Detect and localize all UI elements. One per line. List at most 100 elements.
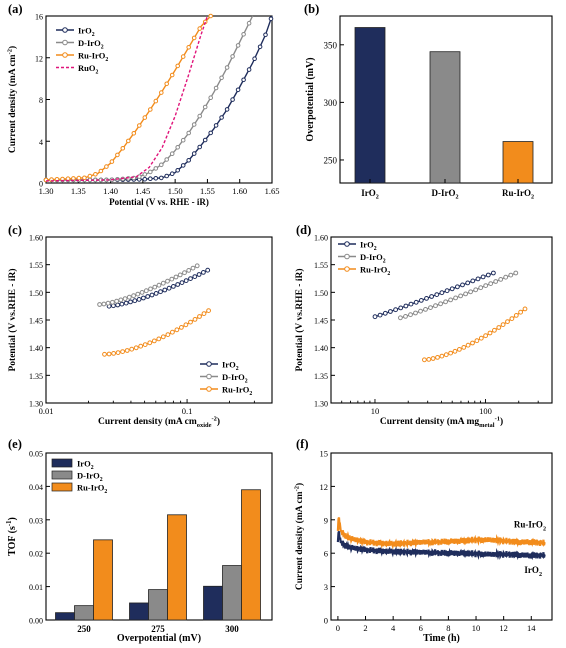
data-point-Ru-IrO2 <box>470 340 475 346</box>
data-point-D-IrO2 <box>483 283 489 289</box>
x-tick-label: 1.40 <box>103 186 118 196</box>
data-point-D-IrO2 <box>131 293 137 299</box>
legend-label-IrO2: IrO2​ <box>222 360 239 373</box>
x-tick-label: 0 <box>336 623 340 633</box>
data-point-D-IrO2 <box>148 286 153 292</box>
legend-marker-Ru-IrO2 <box>62 52 68 58</box>
legend-label-IrO2: IrO2​ <box>78 26 95 39</box>
data-point-IrO2 <box>257 44 263 50</box>
data-point-IrO2 <box>196 272 202 277</box>
data-point-Ru-IrO2 <box>169 72 175 78</box>
y-tick-label: 1.30 <box>314 400 328 409</box>
data-point-IrO2 <box>162 287 168 293</box>
data-point-D-IrO2 <box>110 299 115 305</box>
y-tick-label: 16 <box>35 13 43 22</box>
x-tick-label: 250 <box>77 624 91 634</box>
data-point-D-IrO2 <box>493 279 499 284</box>
data-point-D-IrO2 <box>488 281 494 287</box>
data-point-D-IrO2 <box>173 274 179 280</box>
data-point-Ru-IrO2 <box>175 63 180 69</box>
data-point-Ru-IrO2 <box>443 352 449 358</box>
data-point-IrO2 <box>268 16 274 22</box>
data-point-Ru-IrO2 <box>465 342 471 348</box>
data-point-Ru-IrO2 <box>87 173 93 179</box>
data-point-D-IrO2 <box>202 104 208 110</box>
x-tick-label: 1.50 <box>168 186 183 196</box>
y-axis-label: Current density (mA cm-2) <box>6 46 18 153</box>
series-line-D-IrO2 <box>46 15 254 181</box>
y-tick-label: 1.50 <box>29 289 43 298</box>
data-point-IrO2 <box>192 274 198 280</box>
data-point-D-IrO2 <box>122 296 128 302</box>
legend-marker-IrO2 <box>206 361 212 367</box>
legend-label-D-IrO2: D-IrO2​ <box>360 252 386 265</box>
data-point-IrO2 <box>180 163 186 168</box>
data-point-IrO2 <box>491 270 496 276</box>
data-point-Ru-IrO2 <box>448 350 454 356</box>
x-tick-label: 12 <box>499 623 508 633</box>
data-point-Ru-IrO2 <box>461 345 467 350</box>
data-point-Ru-IrO2 <box>71 176 76 181</box>
data-point-IrO2 <box>434 292 440 298</box>
x-tick-label: 0.1 <box>182 406 193 416</box>
data-point-IrO2 <box>132 298 138 304</box>
data-point-D-IrO2 <box>498 277 504 282</box>
data-point-Ru-IrO2 <box>124 348 130 353</box>
data-point-IrO2 <box>175 282 181 287</box>
data-point-Ru-IrO2 <box>518 309 523 315</box>
panel-label: (f) <box>296 437 309 451</box>
y-axis-label: Potential (V vs.RHE - iR) <box>7 268 18 371</box>
bar-D-IrO2 <box>148 589 168 621</box>
data-point-IrO2 <box>403 303 409 309</box>
data-point-D-IrO2 <box>478 285 484 291</box>
y-tick-label: 0.00 <box>29 617 43 626</box>
x-tick-label: 2 <box>363 623 367 633</box>
bar-Ru-IrO2 <box>93 539 113 621</box>
y-tick-label: 15 <box>320 449 329 459</box>
x-axis-label: Overpotential (mV) <box>117 633 201 644</box>
data-point-Ru-IrO2 <box>500 322 506 328</box>
panel-a: (a) 0 4 8 12 16 1.30 1.35 1.40 1.45 1.50 1.55 1.60 1.… <box>6 2 279 207</box>
x-tick-label: 4 <box>391 623 396 633</box>
data-point-Ru-IrO2 <box>505 319 510 325</box>
y-tick-label: 0 <box>324 616 328 626</box>
panel-label: (e) <box>8 437 22 451</box>
data-point-D-IrO2 <box>403 314 408 319</box>
data-point-Ru-IrO2 <box>478 335 484 341</box>
x-tick-label: D-IrO2​ <box>431 188 458 201</box>
data-point-Ru-IrO2 <box>426 357 432 362</box>
data-point-IrO2 <box>197 144 202 150</box>
x-axis-label: Current density (mA mgmetal-1) <box>380 415 503 428</box>
data-point-D-IrO2 <box>164 157 169 162</box>
data-point-Ru-IrO2 <box>170 329 175 335</box>
data-point-IrO2 <box>241 77 246 83</box>
data-point-D-IrO2 <box>159 162 164 168</box>
bar-D-IrO2 <box>222 565 242 621</box>
data-point-Ru-IrO2 <box>483 333 489 339</box>
annotation-ru-iro2: Ru-IrO2​ <box>514 520 546 533</box>
data-point-Ru-IrO2 <box>159 90 164 95</box>
data-point-IrO2 <box>377 312 383 318</box>
legend-swatch-Ru-IrO2 <box>51 482 73 492</box>
data-point-Ru-IrO2 <box>153 98 159 104</box>
data-point-D-IrO2 <box>428 305 433 311</box>
data-point-D-IrO2 <box>105 300 111 306</box>
data-point-IrO2 <box>142 176 148 182</box>
data-point-IrO2 <box>166 285 172 291</box>
bar-IrO2 <box>203 585 223 621</box>
data-point-Ru-IrO2 <box>115 152 120 158</box>
data-point-D-IrO2 <box>463 291 469 297</box>
data-point-IrO2 <box>202 137 208 143</box>
data-point-IrO2 <box>123 300 129 306</box>
data-point-IrO2 <box>475 276 481 282</box>
y-axis-label: Potential (V vs.RHE - iR) <box>294 268 305 371</box>
y-tick-label: 1.35 <box>29 372 43 381</box>
legend-marker-IrO2 <box>62 27 68 33</box>
x-tick-label: 10 <box>472 623 481 633</box>
x-tick-label: 6 <box>419 623 423 633</box>
y-tick-label: 1.40 <box>314 344 328 353</box>
x-tick-label: 10 <box>371 406 380 416</box>
data-point-Ru-IrO2 <box>513 313 519 318</box>
data-point-D-IrO2 <box>230 54 235 59</box>
data-point-Ru-IrO2 <box>106 351 112 357</box>
